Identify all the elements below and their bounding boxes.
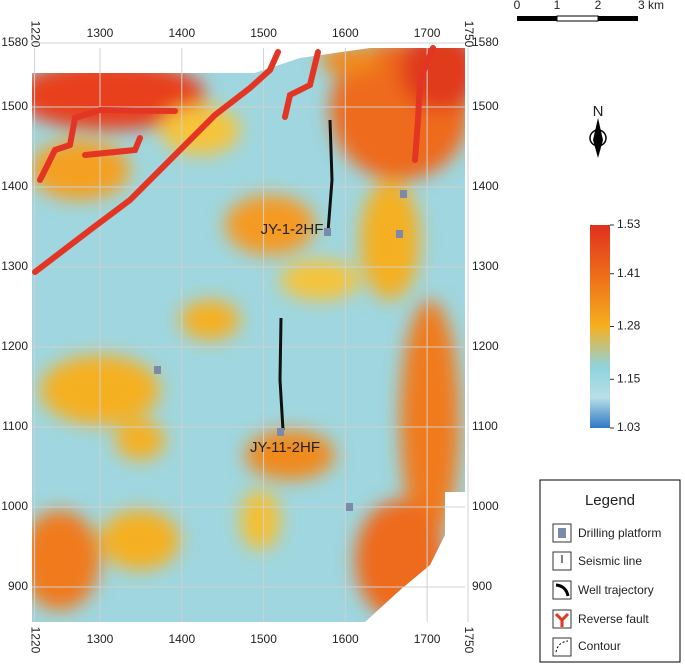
x-tick-label: 1600 [332, 632, 359, 646]
x-tick-label: 1700 [414, 26, 441, 40]
y-tick-label: 1400 [1, 179, 28, 193]
y-tick-label: 1500 [1, 99, 28, 113]
colorbar-ticks: 1.53 1.41 1.28 1.15 1.03 [610, 217, 641, 434]
scale-label: 2 [595, 0, 602, 12]
legend-item: Contour [578, 639, 621, 653]
colorbar-label: 1.15 [617, 371, 641, 385]
legend: Legend Drilling platform Seismic line We… [539, 479, 681, 663]
colorbar-label: 1.03 [617, 420, 641, 434]
x-tick-label: 1750 [462, 21, 476, 48]
well-trajectories [278, 119, 334, 431]
y-tick-label: 1400 [472, 179, 499, 193]
y-tick-label: 1580 [1, 35, 28, 49]
x-tick-label: 1300 [87, 632, 114, 646]
scale-label: 3 km [638, 0, 664, 12]
y-tick-label: 1200 [1, 339, 28, 353]
legend-title: Legend [585, 492, 635, 509]
x-tick-label: 1400 [168, 26, 195, 40]
x-tick-label: 1700 [414, 632, 441, 646]
y-tick-label: 1100 [2, 419, 28, 433]
scale-label: 0 [514, 0, 521, 12]
colorbar-label: 1.53 [617, 217, 641, 231]
legend-item: Reverse fault [578, 612, 649, 626]
x-tick-label: 1400 [168, 632, 195, 646]
y-tick-label: 1300 [1, 259, 28, 273]
well-label: JY-1-2HF [261, 221, 324, 238]
drilling-platforms [154, 190, 407, 511]
y-tick-label: 1580 [472, 35, 499, 49]
x-tick-label: 1600 [332, 26, 359, 40]
y-tick-label: 900 [472, 579, 492, 593]
north-label: N [593, 103, 604, 120]
well-label: JY-11-2HF [250, 439, 320, 456]
x-tick-label: 1750 [462, 627, 476, 654]
x-tick-label: 1220 [28, 627, 42, 654]
scale-label: 1 [554, 0, 561, 12]
north-arrow: N [589, 103, 607, 158]
x-tick-label: 1220 [28, 21, 42, 48]
y-tick-label: 1000 [472, 499, 499, 513]
legend-item: Well trajectory [578, 583, 654, 597]
y-tick-label: 1300 [472, 259, 499, 273]
x-tick-label: 1500 [250, 26, 277, 40]
y-tick-label: 1500 [472, 99, 499, 113]
y-tick-label: 1100 [472, 419, 498, 433]
legend-item: Seismic line [578, 554, 642, 568]
x-tick-label: 1300 [87, 26, 114, 40]
attribute-map [32, 48, 465, 622]
colorbar [590, 225, 610, 428]
x-tick-label: 1500 [250, 632, 277, 646]
legend-item: Drilling platform [578, 526, 661, 540]
scale-bar: 0 1 2 3 km [514, 0, 664, 22]
y-tick-label: 1200 [472, 339, 499, 353]
reverse-faults [32, 45, 436, 275]
colorbar-label: 1.28 [617, 319, 641, 333]
y-tick-label: 1000 [1, 499, 28, 513]
y-tick-label: 900 [8, 579, 28, 593]
coordinate-grid: 1220 1220 1300 1300 1400 1400 1500 1500 1600 1600… [1, 21, 499, 654]
colorbar-label: 1.41 [617, 266, 641, 280]
